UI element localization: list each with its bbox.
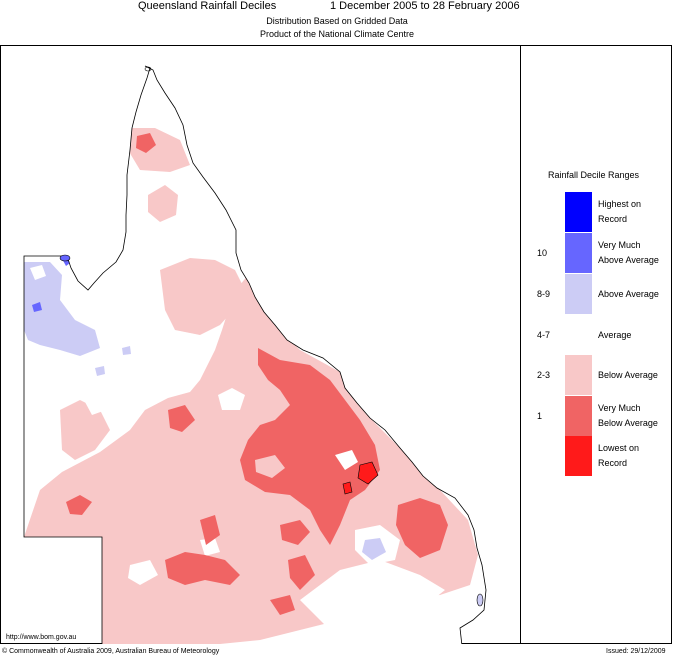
average-hole-2 xyxy=(85,398,106,415)
very-much-below-spot-south-4 xyxy=(270,595,295,615)
legend-swatch-highest xyxy=(565,192,592,232)
queensland-outline xyxy=(23,65,487,644)
legend-swatch-average xyxy=(565,315,592,355)
legend-label-very-much-below: Very Much Below Average xyxy=(598,403,658,428)
very-much-below-spot-cape xyxy=(136,133,156,153)
island-north xyxy=(144,66,152,72)
average-region-southeast xyxy=(300,560,445,630)
legend-swatch-above xyxy=(565,274,592,314)
footer-url[interactable]: http://www.bom.gov.au xyxy=(6,634,77,641)
above-average-spot-west xyxy=(95,366,105,376)
very-much-below-spot-south-2 xyxy=(288,555,315,590)
legend-swatch-below xyxy=(565,355,592,395)
legend-label-below: Below Average xyxy=(598,370,658,380)
legend-swatch-very-much-below xyxy=(565,396,592,436)
legend-range-2-3: 2-3 xyxy=(537,370,551,380)
below-average-region-central-north xyxy=(160,258,245,335)
map-period: 1 December 2005 to 28 February 2006 xyxy=(330,0,520,12)
legend-range-1: 1 xyxy=(537,411,543,421)
legend-label-highest: Highest on Record xyxy=(598,199,642,224)
legend-divider xyxy=(520,45,521,644)
legend-swatch-very-much-above xyxy=(565,233,592,273)
legend-title: Rainfall Decile Ranges xyxy=(548,170,640,180)
legend-label-above: Above Average xyxy=(598,289,659,299)
very-much-below-region-south xyxy=(165,552,240,585)
above-average-spot-central xyxy=(122,346,131,355)
lowest-on-record-spot-1 xyxy=(357,461,379,485)
very-much-above-spot-west xyxy=(32,302,42,312)
below-average-region-west xyxy=(60,400,110,460)
legend-label-lowest: Lowest on Record xyxy=(598,443,640,468)
subtitle-product: Product of the National Climate Centre xyxy=(259,29,415,39)
legend-label-average: Average xyxy=(598,330,632,340)
queensland-map xyxy=(23,65,487,644)
below-average-region-cape xyxy=(148,185,178,222)
title-bar: Queensland Rainfall Deciles 1 December 2… xyxy=(0,0,674,14)
below-average-hole-central xyxy=(255,455,285,478)
above-average-region-northwest xyxy=(24,262,100,356)
very-much-below-spot-central-west xyxy=(168,405,195,432)
footer-issued: Issued: 29/12/2009 xyxy=(606,648,666,655)
decile-layer xyxy=(24,66,486,644)
average-hole-northwest xyxy=(30,265,46,280)
legend-label-very-much-above: Very Much Above Average xyxy=(598,240,659,265)
legend-range-10: 10 xyxy=(537,248,548,258)
average-hole-south-2 xyxy=(200,538,220,556)
legend-range-4-7: 4-7 xyxy=(537,330,551,340)
lowest-on-record-spot-2 xyxy=(342,481,353,495)
average-hole-central xyxy=(335,450,358,470)
legend-swatch-lowest xyxy=(565,436,592,476)
island-mornington xyxy=(59,254,71,262)
footer-copyright: © Commonwealth of Australia 2009, Austra… xyxy=(2,648,220,655)
average-hole-1 xyxy=(218,388,245,410)
very-much-below-spot-southwest xyxy=(66,495,92,515)
island-fraser xyxy=(476,593,484,607)
very-much-below-region-east xyxy=(396,498,448,558)
subtitle-distribution: Distribution Based on Gridded Data xyxy=(266,16,408,26)
map-title: Queensland Rainfall Deciles xyxy=(138,0,277,12)
average-hole-south xyxy=(128,560,158,585)
very-much-below-spot-south-1 xyxy=(280,520,310,545)
above-average-region-east xyxy=(362,538,386,560)
very-much-below-spot-south-3 xyxy=(200,515,220,545)
very-much-below-region-central xyxy=(240,348,380,545)
legend-range-8-9: 8-9 xyxy=(537,289,551,299)
